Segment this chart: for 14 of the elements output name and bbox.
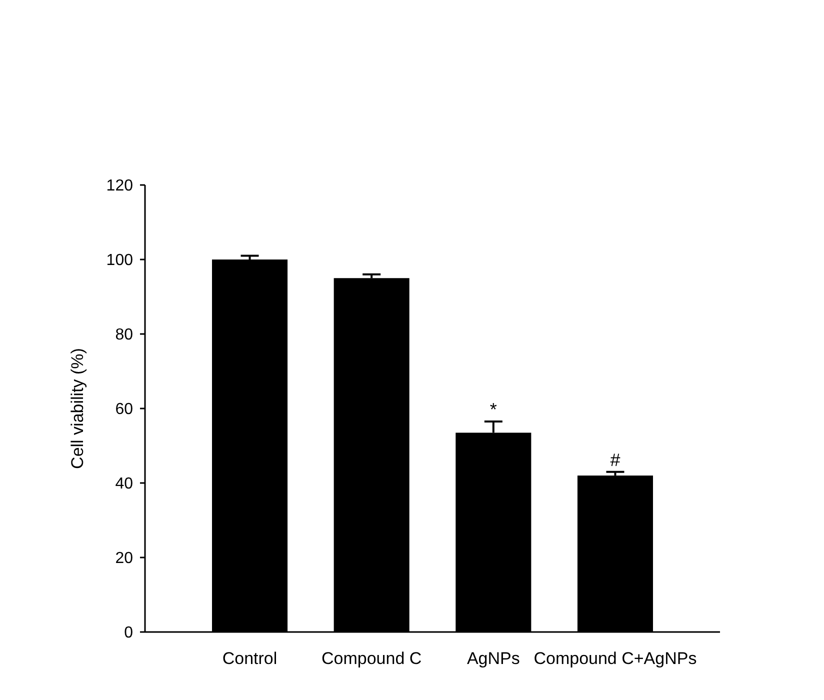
x-tick-label: Control <box>222 649 278 668</box>
y-tick-label: 20 <box>115 550 134 568</box>
y-tick-label: 40 <box>115 476 134 493</box>
x-tick-label: AgNPs <box>466 649 520 668</box>
y-axis-title: Cell viability (%) <box>68 348 87 469</box>
y-tick-label: 0 <box>124 624 134 642</box>
x-tick-label: Compound C+AgNPs <box>534 649 697 668</box>
annotation: * <box>490 400 497 420</box>
annotation: # <box>610 450 620 470</box>
x-tick-label: Compound C <box>322 649 422 668</box>
y-tick-label: 100 <box>106 252 134 270</box>
y-tick-label: 60 <box>115 401 134 418</box>
y-tick-label: 120 <box>106 178 134 195</box>
y-tick-label: 80 <box>115 326 134 344</box>
